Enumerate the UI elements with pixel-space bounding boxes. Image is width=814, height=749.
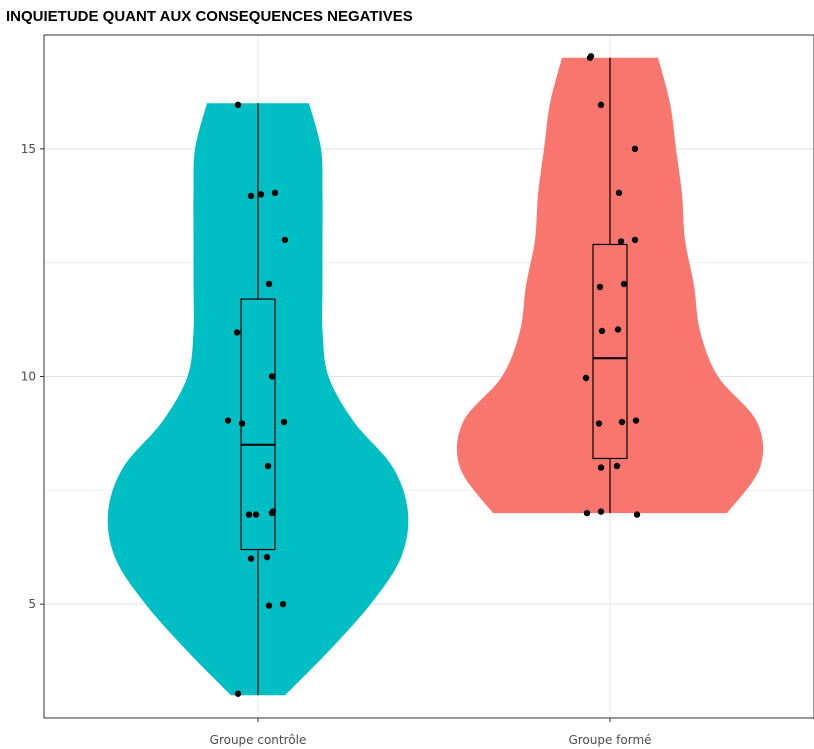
data-point	[265, 280, 273, 288]
data-point	[265, 602, 273, 609]
data-point	[597, 101, 605, 109]
data-point	[586, 54, 594, 61]
data-point	[631, 145, 639, 153]
data-point	[252, 511, 260, 518]
data-point	[268, 373, 276, 380]
data-point	[595, 420, 603, 427]
data-point	[617, 238, 625, 245]
data-point	[234, 101, 242, 109]
y-tick-label: 5	[28, 597, 36, 611]
data-point	[596, 283, 604, 291]
data-point	[615, 189, 623, 197]
data-point	[224, 417, 232, 424]
data-point	[280, 418, 288, 426]
data-point	[271, 189, 279, 197]
x-tick-label: Groupe contrôle	[210, 733, 307, 747]
violin-groupe-forme	[456, 57, 764, 514]
data-point	[598, 327, 606, 335]
data-point	[238, 420, 246, 427]
data-point	[582, 374, 590, 382]
chart-title: INQUIETUDE QUANT AUX CONSEQUENCES NEGATI…	[6, 8, 413, 25]
violin-groupe-controle	[107, 103, 409, 696]
data-point	[233, 329, 241, 336]
data-point	[263, 553, 271, 561]
data-point	[264, 462, 272, 470]
data-point	[597, 464, 605, 471]
data-point	[633, 511, 641, 518]
data-point	[245, 511, 253, 518]
data-point	[631, 236, 639, 244]
data-point	[281, 236, 289, 244]
data-point	[618, 418, 626, 426]
data-point	[247, 192, 255, 200]
data-point	[632, 417, 640, 424]
data-point	[257, 191, 265, 198]
data-point	[279, 600, 287, 608]
y-tick-label: 15	[21, 142, 36, 156]
y-tick-label: 10	[21, 370, 36, 384]
data-point	[247, 555, 255, 562]
data-point	[614, 326, 622, 333]
data-point	[597, 508, 605, 515]
x-tick-label: Groupe formé	[568, 733, 651, 747]
data-point	[583, 509, 591, 517]
box-iqr	[592, 243, 628, 460]
data-point	[268, 509, 276, 517]
data-point	[620, 280, 628, 288]
data-point	[234, 690, 242, 697]
data-point	[613, 462, 621, 470]
